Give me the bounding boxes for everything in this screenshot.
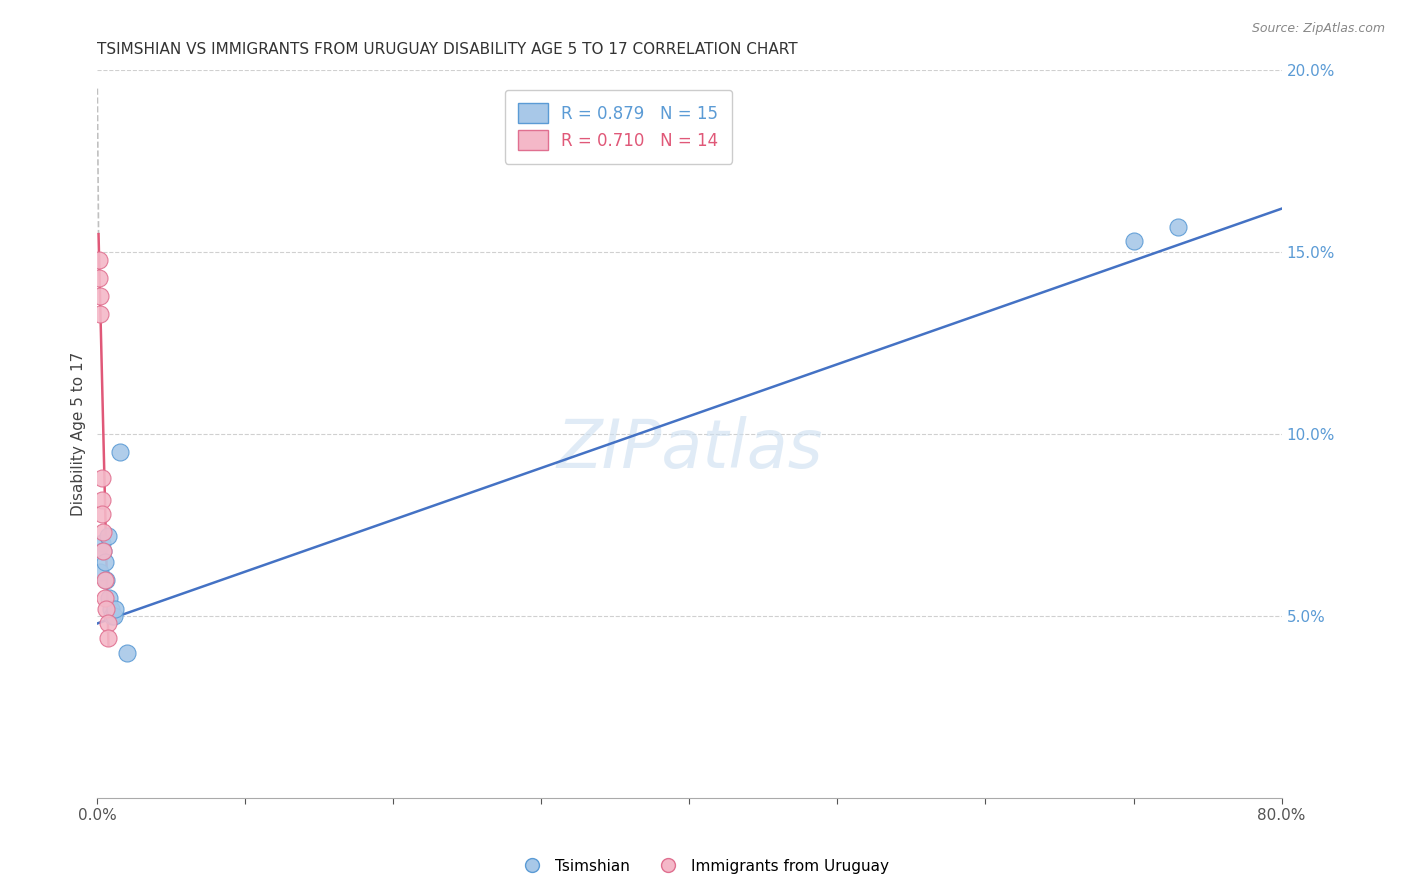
Point	[94, 555, 117, 569]
Point	[97, 616, 120, 631]
Point	[90, 471, 112, 485]
Point	[96, 602, 118, 616]
Point	[90, 492, 112, 507]
Point	[91, 543, 114, 558]
Point	[115, 646, 138, 660]
Legend: Tsimshian, Immigrants from Uruguay: Tsimshian, Immigrants from Uruguay	[510, 853, 896, 880]
Point	[100, 602, 122, 616]
Point	[108, 445, 131, 459]
Point	[87, 270, 110, 285]
Point	[94, 591, 117, 605]
Point	[104, 602, 127, 616]
Point	[96, 573, 118, 587]
Point	[97, 529, 120, 543]
Y-axis label: Disability Age 5 to 17: Disability Age 5 to 17	[72, 352, 86, 516]
Point	[98, 591, 121, 605]
Point	[97, 631, 120, 645]
Point	[103, 609, 125, 624]
Point	[90, 508, 112, 522]
Legend: R = 0.879   N = 15, R = 0.710   N = 14: R = 0.879 N = 15, R = 0.710 N = 14	[505, 90, 733, 163]
Point	[91, 543, 114, 558]
Point	[1167, 219, 1189, 234]
Point	[91, 525, 114, 540]
Text: Source: ZipAtlas.com: Source: ZipAtlas.com	[1251, 22, 1385, 36]
Point	[89, 307, 111, 321]
Text: TSIMSHIAN VS IMMIGRANTS FROM URUGUAY DISABILITY AGE 5 TO 17 CORRELATION CHART: TSIMSHIAN VS IMMIGRANTS FROM URUGUAY DIS…	[97, 42, 799, 57]
Point	[87, 252, 110, 267]
Point	[101, 609, 124, 624]
Point	[90, 536, 112, 550]
Point	[1122, 235, 1144, 249]
Point	[89, 566, 111, 580]
Text: ZIPatlas: ZIPatlas	[557, 416, 823, 482]
Point	[89, 289, 111, 303]
Point	[94, 573, 117, 587]
